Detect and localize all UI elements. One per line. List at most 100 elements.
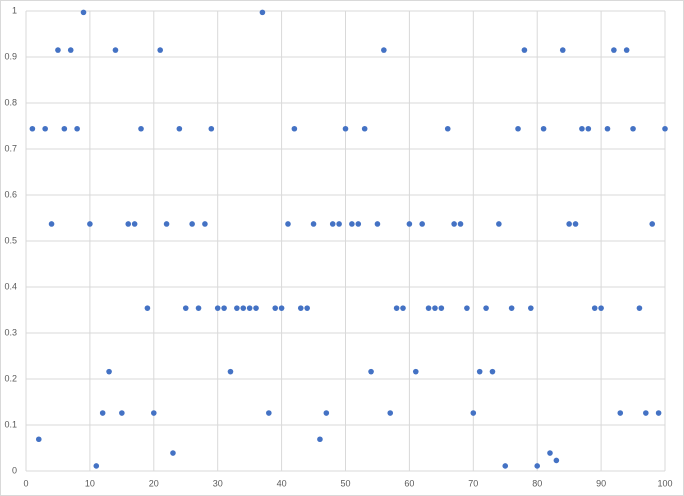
point (470, 410, 477, 416)
point (246, 305, 253, 311)
y-tick-label: 1 (12, 5, 17, 15)
point (67, 47, 74, 53)
point (444, 125, 451, 132)
point (591, 305, 598, 311)
point (195, 305, 202, 311)
point (457, 221, 464, 227)
point (317, 436, 323, 443)
point (304, 305, 310, 311)
y-tick-label: 0.1 (4, 419, 17, 429)
point (112, 47, 119, 53)
x-tick-label: 0 (23, 478, 28, 488)
point (297, 305, 304, 311)
point (227, 368, 234, 375)
point (349, 221, 355, 227)
point (559, 47, 566, 53)
point (106, 368, 112, 375)
point (566, 221, 572, 227)
point (310, 221, 317, 227)
point (451, 221, 457, 227)
point (425, 305, 432, 311)
point (617, 410, 624, 416)
point (55, 47, 61, 53)
y-tick-label: 0.7 (4, 143, 17, 153)
point (502, 463, 509, 469)
point (662, 125, 668, 132)
point (368, 368, 374, 375)
point (176, 125, 183, 132)
point (342, 125, 349, 132)
point (489, 368, 496, 375)
point (336, 221, 342, 227)
point (329, 221, 336, 227)
point (387, 410, 394, 416)
point (291, 125, 298, 132)
point (400, 305, 406, 311)
point (234, 305, 240, 311)
point (99, 410, 106, 416)
point (534, 463, 540, 469)
point (87, 221, 93, 227)
point (585, 125, 592, 132)
x-tick-label: 20 (149, 478, 159, 488)
point (361, 125, 368, 132)
y-tick-label: 0.3 (4, 327, 17, 337)
point (202, 221, 208, 227)
point (131, 221, 138, 227)
point (208, 125, 215, 132)
point (119, 410, 125, 416)
x-tick-label: 50 (340, 478, 350, 488)
point (464, 305, 470, 311)
point (419, 221, 425, 227)
point (35, 436, 42, 443)
x-tick-label: 10 (85, 478, 95, 488)
point (393, 305, 400, 311)
point (381, 47, 387, 53)
point (214, 305, 221, 311)
point (48, 221, 55, 227)
point (151, 410, 157, 416)
point (285, 221, 291, 227)
point (483, 305, 489, 311)
point (259, 9, 266, 16)
x-tick-label: 90 (596, 478, 606, 488)
point (553, 457, 560, 464)
point (438, 305, 445, 311)
point (432, 305, 438, 311)
y-tick-label: 0.9 (4, 51, 17, 61)
y-tick-label: 0.4 (4, 281, 17, 291)
point (272, 305, 279, 311)
point (579, 125, 585, 132)
point (636, 305, 643, 311)
point (521, 47, 528, 53)
x-tick-label: 100 (657, 478, 672, 488)
point (266, 410, 272, 416)
point (515, 125, 521, 132)
point (253, 305, 259, 311)
y-tick-label: 0.5 (4, 235, 17, 245)
point (29, 125, 36, 132)
point (157, 47, 163, 53)
point (355, 221, 362, 227)
y-tick-label: 0.8 (4, 97, 17, 107)
point (221, 305, 227, 311)
y-tick-label: 0.6 (4, 189, 17, 199)
point (93, 463, 100, 469)
point (598, 305, 604, 311)
x-tick-label: 70 (468, 478, 478, 488)
point (412, 368, 419, 375)
x-tick-label: 30 (213, 478, 223, 488)
point (496, 221, 502, 227)
point (42, 125, 48, 132)
point (540, 125, 547, 132)
point (643, 410, 649, 416)
point (508, 305, 515, 311)
point (323, 410, 330, 416)
point (125, 221, 132, 227)
point (61, 125, 68, 132)
point (476, 368, 483, 375)
point (611, 47, 617, 53)
point (572, 221, 579, 227)
